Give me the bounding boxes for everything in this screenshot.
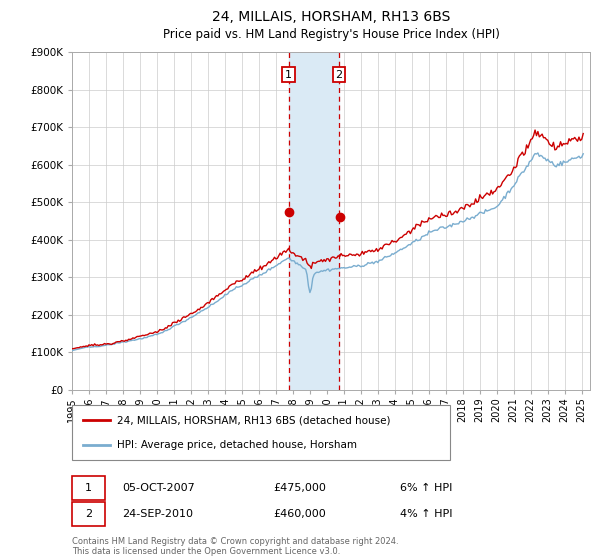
Bar: [289, 52, 339, 390]
Text: 24, MILLAIS, HORSHAM, RH13 6BS: 24, MILLAIS, HORSHAM, RH13 6BS: [212, 10, 450, 24]
Text: Contains HM Land Registry data © Crown copyright and database right 2024.
This d: Contains HM Land Registry data © Crown c…: [72, 537, 398, 557]
FancyBboxPatch shape: [72, 477, 105, 500]
Text: 05-OCT-2007: 05-OCT-2007: [122, 483, 195, 493]
Text: 24-SEP-2010: 24-SEP-2010: [122, 509, 193, 519]
FancyBboxPatch shape: [72, 502, 105, 526]
Text: 6% ↑ HPI: 6% ↑ HPI: [400, 483, 452, 493]
Text: 2: 2: [85, 509, 92, 519]
Text: 1: 1: [85, 483, 92, 493]
Text: Price paid vs. HM Land Registry's House Price Index (HPI): Price paid vs. HM Land Registry's House …: [163, 28, 499, 41]
Text: 1: 1: [285, 69, 292, 80]
Text: 4% ↑ HPI: 4% ↑ HPI: [400, 509, 452, 519]
Text: £460,000: £460,000: [274, 509, 326, 519]
Text: £475,000: £475,000: [274, 483, 326, 493]
Text: 24, MILLAIS, HORSHAM, RH13 6BS (detached house): 24, MILLAIS, HORSHAM, RH13 6BS (detached…: [118, 416, 391, 426]
Text: HPI: Average price, detached house, Horsham: HPI: Average price, detached house, Hors…: [118, 440, 358, 450]
Text: 2: 2: [335, 69, 343, 80]
FancyBboxPatch shape: [72, 405, 450, 460]
